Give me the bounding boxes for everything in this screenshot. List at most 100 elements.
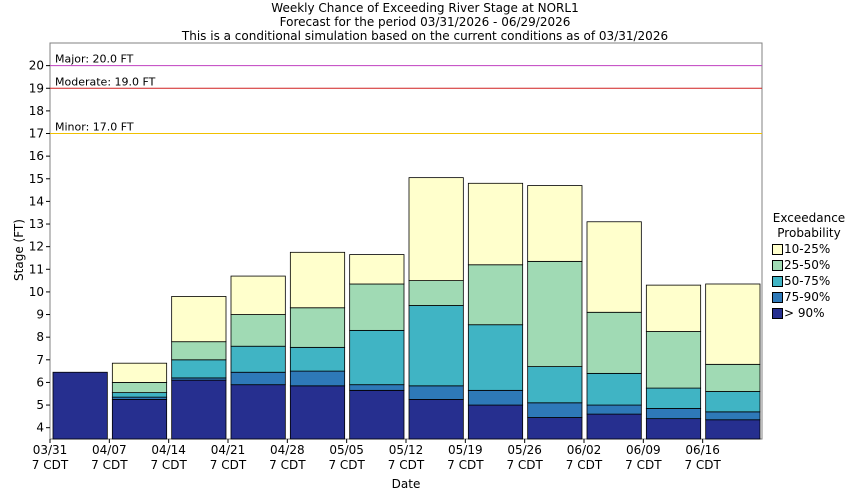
bar-segment bbox=[289, 251, 346, 309]
bar-segment bbox=[586, 413, 642, 440]
bar-segment bbox=[230, 384, 286, 440]
x-tick-date: 06/16 bbox=[685, 443, 720, 457]
y-tick-label: 13 bbox=[29, 217, 44, 231]
legend-label: 50-75% bbox=[784, 274, 831, 288]
x-tick-tz: 7 CDT bbox=[684, 458, 721, 472]
x-tick-date: 05/26 bbox=[507, 443, 542, 457]
x-tick-date: 05/19 bbox=[448, 443, 483, 457]
bar-segment bbox=[349, 384, 405, 391]
legend-swatch bbox=[772, 276, 783, 287]
bar-segment bbox=[645, 331, 702, 389]
bar-segment bbox=[467, 264, 524, 326]
bar-segment bbox=[467, 324, 524, 391]
x-tick-date: 05/12 bbox=[389, 443, 424, 457]
bar-segment bbox=[111, 392, 168, 398]
y-tick-label: 14 bbox=[29, 194, 44, 208]
bar-segment bbox=[111, 362, 168, 383]
bar-segment bbox=[705, 419, 761, 440]
legend-label: > 90% bbox=[784, 306, 825, 320]
x-tick-tz: 7 CDT bbox=[447, 458, 484, 472]
x-tick-date: 04/21 bbox=[211, 443, 246, 457]
bar-segment bbox=[586, 311, 642, 374]
y-axis-title: Stage (FT) bbox=[12, 219, 26, 281]
y-tick-label: 20 bbox=[29, 59, 44, 73]
bar-segment bbox=[171, 296, 227, 343]
x-tick-tz: 7 CDT bbox=[506, 458, 543, 472]
bar-segment bbox=[645, 387, 702, 409]
x-axis-title: Date bbox=[391, 477, 421, 491]
y-tick-label: 16 bbox=[29, 149, 44, 163]
bar-segment bbox=[645, 284, 702, 332]
bar-segment bbox=[645, 418, 702, 440]
bar-segment bbox=[349, 254, 405, 285]
bar-segment bbox=[289, 370, 346, 387]
x-tick-tz: 7 CDT bbox=[150, 458, 187, 472]
x-tick-tz: 7 CDT bbox=[566, 458, 603, 472]
threshold-label: Minor: 17.0 FT bbox=[55, 121, 134, 134]
bar-segment bbox=[527, 417, 583, 440]
x-tick-tz: 7 CDT bbox=[210, 458, 247, 472]
legend-item: 10-25% bbox=[768, 241, 850, 257]
chart-subtitle: Forecast for the period 03/31/2026 - 06/… bbox=[279, 15, 571, 29]
y-tick-label: 8 bbox=[36, 330, 44, 344]
y-tick-label: 9 bbox=[36, 308, 44, 322]
bar-segment bbox=[705, 283, 761, 365]
bar-segment bbox=[171, 341, 227, 361]
bar-segment bbox=[408, 280, 464, 306]
bar-segment bbox=[349, 389, 405, 440]
y-tick-label: 18 bbox=[29, 104, 44, 118]
y-tick-label: 17 bbox=[29, 127, 44, 141]
legend-item: 50-75% bbox=[768, 273, 850, 289]
y-tick-label: 12 bbox=[29, 240, 44, 254]
legend: Exceedance Probability 10-25% 25-50% 50-… bbox=[768, 211, 850, 321]
bar-segment bbox=[705, 391, 761, 413]
x-tick-tz: 7 CDT bbox=[328, 458, 365, 472]
bar-segment bbox=[408, 398, 464, 440]
x-tick-date: 04/07 bbox=[92, 443, 127, 457]
x-tick-date: 06/09 bbox=[626, 443, 661, 457]
legend-swatch bbox=[772, 292, 783, 303]
y-tick-label: 4 bbox=[36, 421, 44, 435]
bar-segment bbox=[408, 305, 464, 387]
bar-segment bbox=[289, 307, 346, 348]
bar-segment bbox=[467, 389, 524, 406]
y-tick-label: 6 bbox=[36, 375, 44, 389]
bar-segment bbox=[705, 411, 761, 421]
bar-segment bbox=[111, 382, 168, 394]
bar-segment bbox=[230, 345, 286, 373]
chart-note: This is a conditional simulation based o… bbox=[181, 29, 669, 43]
bar-segment bbox=[408, 177, 464, 281]
legend-swatch bbox=[772, 308, 783, 319]
bar-segment bbox=[230, 371, 286, 386]
y-tick-label: 15 bbox=[29, 172, 44, 186]
x-tick-tz: 7 CDT bbox=[91, 458, 128, 472]
bar-segment bbox=[645, 408, 702, 420]
y-tick-label: 11 bbox=[29, 262, 44, 276]
legend-item: > 90% bbox=[768, 305, 850, 321]
bar-segment bbox=[230, 314, 286, 347]
legend-label: 10-25% bbox=[784, 242, 831, 256]
y-tick-label: 10 bbox=[29, 285, 44, 299]
x-tick-date: 05/05 bbox=[329, 443, 364, 457]
bar-segment bbox=[527, 366, 583, 404]
legend-title-line1: Exceedance bbox=[772, 211, 846, 225]
bar-segment bbox=[467, 182, 524, 266]
bar-segment bbox=[467, 404, 524, 440]
bar-segment bbox=[349, 283, 405, 331]
bar-segment bbox=[527, 402, 583, 418]
x-tick-tz: 7 CDT bbox=[32, 458, 69, 472]
y-tick-label: 19 bbox=[29, 81, 44, 95]
bar-segment bbox=[349, 329, 405, 386]
y-tick-label: 5 bbox=[36, 398, 44, 412]
bar-segment bbox=[586, 221, 642, 313]
legend-swatch bbox=[772, 260, 783, 271]
x-tick-tz: 7 CDT bbox=[625, 458, 662, 472]
bar-segment bbox=[527, 185, 583, 262]
legend-swatch bbox=[772, 244, 783, 255]
legend-item: 25-50% bbox=[768, 257, 850, 273]
bar-segment bbox=[289, 385, 346, 440]
x-tick-date: 04/28 bbox=[270, 443, 305, 457]
chart-title: Weekly Chance of Exceeding River Stage a… bbox=[271, 1, 579, 15]
bar-segment bbox=[408, 385, 464, 400]
